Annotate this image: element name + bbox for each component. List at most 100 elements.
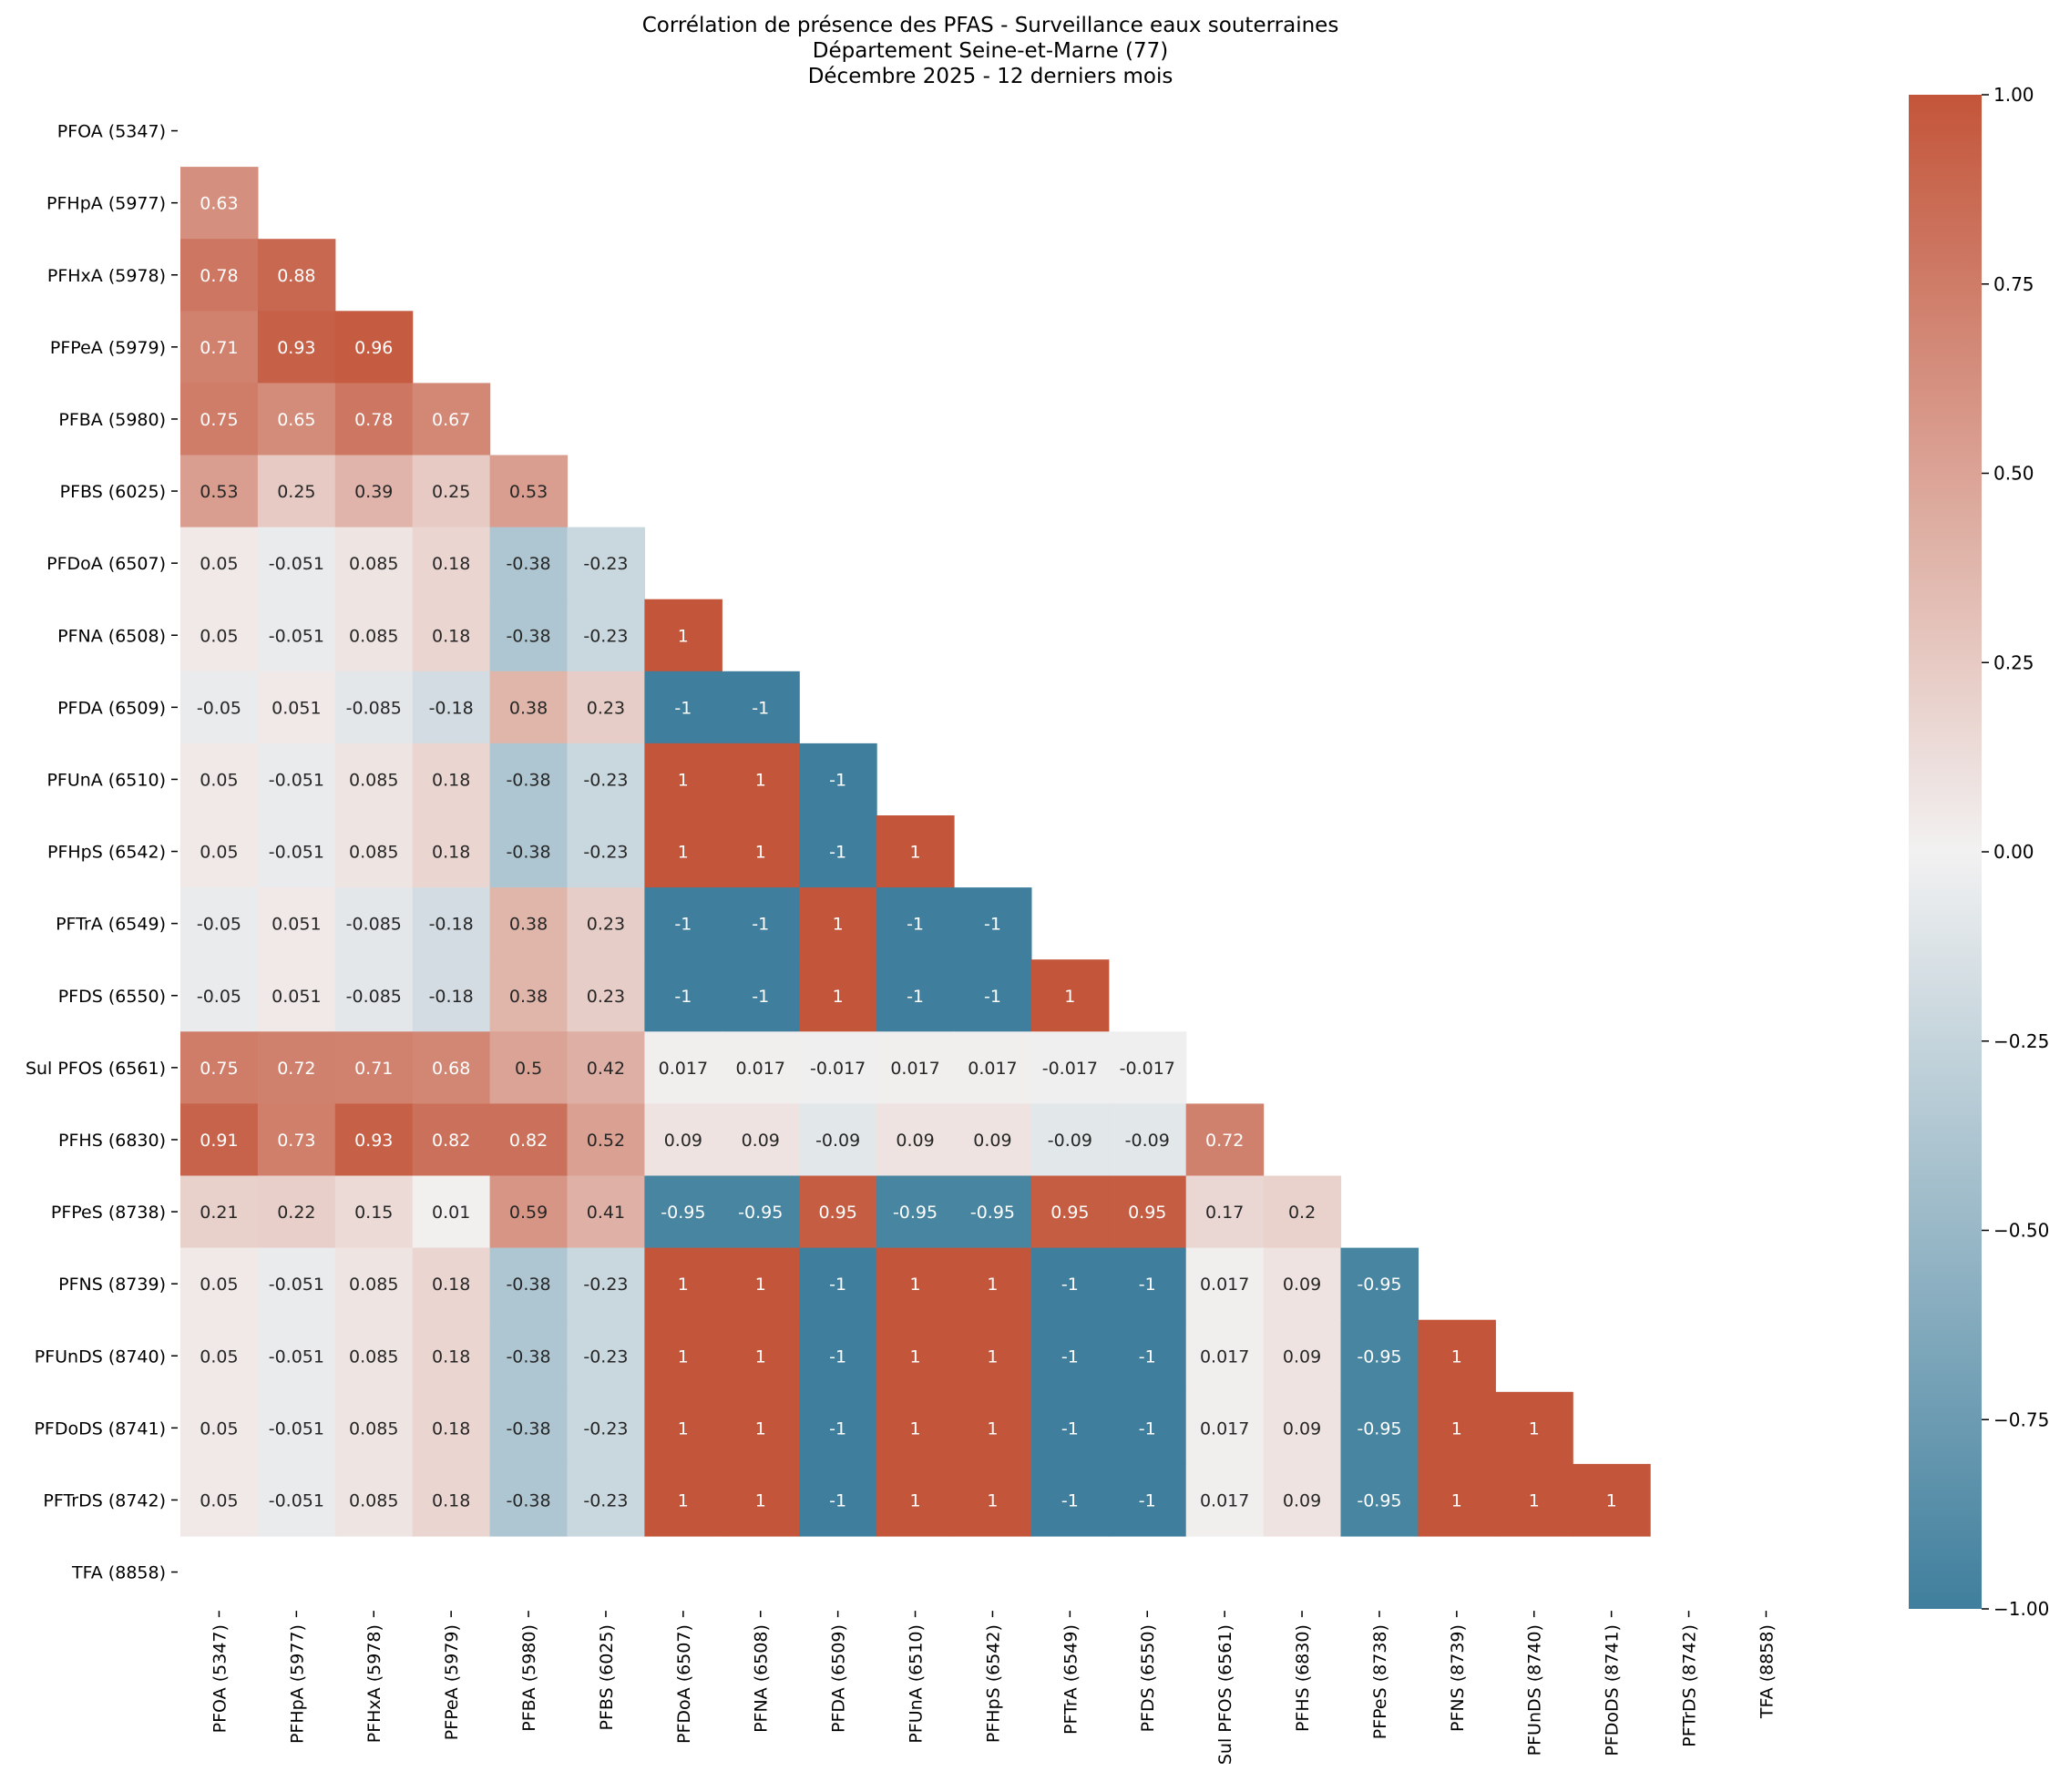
heatmap-cell: -1 bbox=[1108, 1391, 1187, 1465]
heatmap-cell: 0.25 bbox=[257, 455, 336, 528]
heatmap-cell-label: 0.017 bbox=[968, 1059, 1017, 1079]
heatmap-cell-rect bbox=[1108, 1247, 1187, 1321]
heatmap-cell-label: -0.23 bbox=[583, 1347, 628, 1367]
heatmap-cell-label: 0.63 bbox=[200, 194, 238, 214]
heatmap-cell-label: 1 bbox=[1451, 1418, 1462, 1439]
heatmap-cell: 0.09 bbox=[954, 1103, 1032, 1177]
heatmap-cell: 1 bbox=[644, 1391, 722, 1465]
heatmap-cell-rect bbox=[1185, 1319, 1265, 1393]
heatmap-cell-rect bbox=[257, 815, 336, 888]
heatmap-cell: 1 bbox=[1030, 959, 1110, 1032]
heatmap-cell: -0.95 bbox=[644, 1175, 722, 1249]
heatmap-cell-label: -1 bbox=[752, 987, 769, 1007]
heatmap-cell-rect bbox=[799, 959, 877, 1032]
x-axis-tick-label: PFHpS (6542) bbox=[983, 1624, 1003, 1743]
heatmap-cell: -1 bbox=[799, 1319, 877, 1393]
heatmap-cell-rect bbox=[567, 959, 645, 1032]
heatmap-cell-label: -0.017 bbox=[1120, 1059, 1175, 1079]
heatmap-cell: 1 bbox=[799, 959, 877, 1032]
heatmap-cell-rect bbox=[334, 383, 414, 456]
heatmap-cell-rect bbox=[799, 1103, 877, 1177]
heatmap-cell: 0.63 bbox=[180, 167, 259, 240]
heatmap-cell-rect bbox=[412, 1391, 491, 1465]
heatmap-cell: -1 bbox=[1030, 1247, 1110, 1321]
heatmap-cell: 0.05 bbox=[180, 742, 259, 816]
heatmap-cell-rect bbox=[954, 1247, 1032, 1321]
heatmap-cell-label: 0.017 bbox=[659, 1059, 708, 1079]
heatmap-cell: -1 bbox=[1030, 1391, 1110, 1465]
heatmap-cell-rect bbox=[180, 671, 259, 744]
heatmap-cell-label: -1 bbox=[829, 770, 846, 790]
heatmap-cell: -1 bbox=[1030, 1319, 1110, 1393]
heatmap-cell-label: -0.95 bbox=[1357, 1490, 1401, 1510]
x-axis-tick-label: PFUnA (6510) bbox=[907, 1624, 927, 1744]
heatmap-cell: 0.22 bbox=[257, 1175, 336, 1249]
colorbar-tick-label: 0.25 bbox=[1993, 651, 2034, 673]
heatmap-cell-rect bbox=[1340, 1391, 1419, 1465]
heatmap-cell-rect bbox=[567, 887, 645, 960]
heatmap-cell-rect bbox=[489, 1031, 569, 1104]
y-axis-tick-label: PFTrA (6549) bbox=[56, 915, 166, 935]
heatmap-cell-rect bbox=[489, 527, 569, 600]
heatmap-cell: 0.38 bbox=[489, 887, 569, 960]
heatmap-cell: 1 bbox=[1418, 1463, 1496, 1537]
heatmap-cell-label: 0.09 bbox=[1283, 1418, 1321, 1439]
heatmap-cell-label: -1 bbox=[984, 915, 1001, 935]
x-axis-tick-label: PFOA (5347) bbox=[210, 1624, 230, 1733]
heatmap-cell-rect bbox=[489, 1103, 569, 1177]
heatmap-cell-label: 0.18 bbox=[432, 770, 470, 790]
heatmap-cell: 1 bbox=[722, 1319, 800, 1393]
heatmap-cell-rect bbox=[180, 1463, 259, 1537]
heatmap-cell-label: -0.18 bbox=[429, 698, 474, 718]
heatmap-cell-label: 0.95 bbox=[1050, 1203, 1089, 1223]
heatmap-cell: 0.05 bbox=[180, 599, 259, 672]
heatmap-cell-rect bbox=[876, 1319, 955, 1393]
heatmap-cell-label: -0.051 bbox=[269, 626, 324, 646]
heatmap-cell-label: 1 bbox=[678, 1418, 689, 1439]
heatmap-cell-rect bbox=[876, 815, 955, 888]
heatmap-cell: 0.93 bbox=[257, 311, 336, 384]
heatmap-cell: -0.085 bbox=[334, 671, 414, 744]
heatmap-cell-rect bbox=[180, 1391, 259, 1465]
heatmap-cell-rect bbox=[412, 455, 491, 528]
heatmap-cell: 0.05 bbox=[180, 1391, 259, 1465]
heatmap-cell-label: 0.38 bbox=[509, 915, 548, 935]
heatmap-cell: 1 bbox=[876, 1319, 955, 1393]
heatmap-cell-label: -1 bbox=[1139, 1275, 1156, 1295]
heatmap-cell: 0.71 bbox=[334, 1031, 414, 1104]
heatmap-cell-rect bbox=[876, 1031, 955, 1104]
heatmap-cell: 1 bbox=[722, 742, 800, 816]
heatmap-cell: 0.18 bbox=[412, 1463, 491, 1537]
heatmap-cell: 0.82 bbox=[489, 1103, 569, 1177]
heatmap-cell-label: -0.23 bbox=[583, 843, 628, 863]
heatmap-cell-rect bbox=[644, 815, 722, 888]
heatmap-cell-label: 0.18 bbox=[432, 626, 470, 646]
heatmap-cell: -1 bbox=[1030, 1463, 1110, 1537]
heatmap-cell: 0.09 bbox=[1263, 1463, 1342, 1537]
heatmap-cell-rect bbox=[257, 671, 336, 744]
heatmap-cell: -0.051 bbox=[257, 1391, 336, 1465]
heatmap-cell-rect bbox=[1108, 1391, 1187, 1465]
heatmap-cell: 0.085 bbox=[334, 815, 414, 888]
heatmap-cell-rect bbox=[1185, 1463, 1265, 1537]
x-axis-tick-label: PFBS (6025) bbox=[597, 1624, 617, 1730]
heatmap-cell-rect bbox=[334, 599, 414, 672]
heatmap-cell-rect bbox=[722, 887, 800, 960]
heatmap-cell-label: 1 bbox=[678, 1347, 689, 1367]
heatmap-cell: 1 bbox=[1495, 1463, 1573, 1537]
heatmap-cell-rect bbox=[567, 671, 645, 744]
heatmap-cell-rect bbox=[334, 815, 414, 888]
heatmap-cell-rect bbox=[334, 311, 414, 384]
colorbar: 1.00 0.75 0.50 0.25 0.00 −0.25 −0.50 −0.75 −1.00 bbox=[1909, 84, 2049, 1620]
y-axis-tick-label: PFDA (6509) bbox=[57, 698, 166, 718]
heatmap-cell-rect bbox=[1030, 1031, 1110, 1104]
heatmap-cell-rect bbox=[1030, 959, 1110, 1032]
heatmap-cell: 0.085 bbox=[334, 1247, 414, 1321]
heatmap-cell-label: 0.42 bbox=[587, 1059, 625, 1079]
y-axis-tick-label: PFPeA (5979) bbox=[50, 338, 166, 358]
heatmap-cell: -0.38 bbox=[489, 742, 569, 816]
heatmap-cell-label: -1 bbox=[1139, 1418, 1156, 1439]
heatmap-cell: 0.085 bbox=[334, 599, 414, 672]
heatmap-cell-rect bbox=[954, 1463, 1032, 1537]
heatmap-cell-rect bbox=[180, 599, 259, 672]
